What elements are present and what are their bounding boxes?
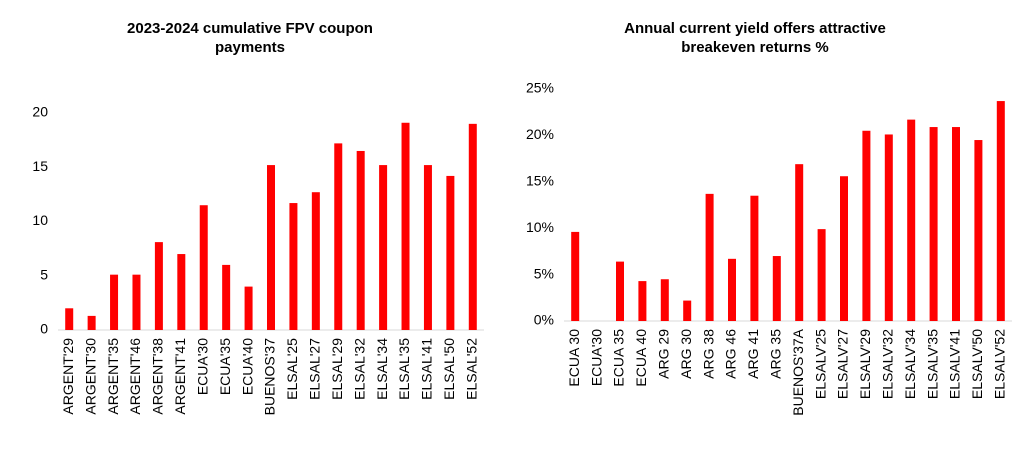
bar — [154, 242, 163, 330]
chart-title: Annual current yield offers attractive b… — [624, 20, 886, 56]
x-tick-label: ELSAL'41 — [419, 338, 435, 400]
bar — [311, 192, 320, 330]
y-tick-label: 0 — [40, 321, 48, 337]
x-tick-label: ARG 35 — [768, 329, 784, 379]
bar — [110, 274, 119, 330]
x-tick-label: ARGENT'46 — [127, 338, 143, 415]
x-tick-label: ELSAL'52 — [463, 338, 479, 400]
x-tick-label: ELSAL'34 — [374, 338, 390, 400]
x-tick-label: ECUA'35 — [217, 338, 233, 395]
x-tick-label: ECUA'30 — [194, 338, 210, 395]
chart-title: 2023-2024 cumulative FPV coupon payments — [127, 20, 373, 56]
bar — [750, 195, 759, 321]
x-tick-label: ARG 29 — [656, 329, 672, 379]
y-tick-label: 0% — [534, 312, 554, 328]
bar — [289, 203, 298, 330]
bar — [222, 264, 231, 330]
y-tick-label: 15 — [32, 158, 48, 174]
x-tick-label: ECUA 30 — [566, 329, 582, 387]
bar — [952, 127, 960, 321]
bar — [334, 143, 343, 330]
bar — [423, 165, 432, 330]
x-tick-label: ARGENT'30 — [82, 338, 98, 415]
bar — [356, 150, 365, 330]
y-tick-label: 10% — [526, 219, 554, 235]
bar — [244, 286, 253, 330]
bar — [683, 300, 692, 321]
bar — [446, 175, 455, 330]
y-tick-label: 5% — [534, 265, 554, 281]
x-tick-label: ELSAL'32 — [351, 338, 367, 400]
bar — [840, 176, 848, 321]
x-tick-label: ELSALV'52 — [992, 329, 1008, 399]
x-tick-label: ELSAL'27 — [307, 338, 323, 400]
x-tick-label: ELSAL'35 — [396, 338, 412, 400]
bar — [571, 231, 580, 321]
x-tick-label: ELSALV'27 — [835, 329, 851, 399]
bar — [728, 258, 736, 321]
bar — [772, 256, 781, 321]
x-tick-label: ELSALV'35 — [924, 329, 940, 399]
bar — [907, 119, 916, 322]
y-tick-label: 15% — [526, 173, 554, 189]
bar — [132, 274, 141, 330]
bar — [616, 261, 624, 321]
y-tick-label: 10 — [32, 212, 48, 228]
bar — [660, 279, 669, 321]
x-tick-label: ARG 30 — [678, 329, 694, 379]
x-tick-label: ELSALV'32 — [880, 329, 896, 399]
x-tick-label: ARG 46 — [723, 329, 739, 379]
x-tick-label: ECUA'30 — [588, 329, 604, 386]
x-tick-label: BUENOS'37A — [790, 328, 806, 415]
bar — [177, 254, 186, 330]
x-tick-label: ECUA 35 — [611, 329, 627, 387]
bar — [862, 130, 871, 321]
bar — [267, 165, 275, 330]
x-tick-label: ELSAL'50 — [441, 338, 457, 400]
bar — [638, 281, 647, 321]
x-tick-label: ECUA 40 — [633, 329, 649, 387]
y-tick-label: 20 — [32, 104, 48, 120]
x-tick-label: ELSALV'41 — [947, 329, 963, 399]
x-tick-label: ARGENT'35 — [105, 338, 121, 415]
bar — [974, 140, 983, 321]
bar — [87, 315, 96, 330]
x-tick-label: ELSALV'25 — [812, 329, 828, 399]
bar — [884, 134, 893, 321]
x-tick-label: BUENOS'37 — [262, 338, 278, 416]
x-tick-label: ECUA'40 — [239, 338, 255, 395]
x-tick-label: ARGENT'29 — [60, 338, 76, 415]
bar — [929, 127, 938, 321]
y-tick-label: 5 — [40, 266, 48, 282]
bar — [795, 164, 804, 321]
x-tick-label: ARG 38 — [700, 329, 716, 379]
x-tick-label: ARGENT'41 — [172, 338, 188, 415]
bar — [817, 229, 826, 321]
bar — [468, 123, 477, 330]
bar — [996, 101, 1005, 322]
x-tick-label: ELSAL'29 — [329, 338, 345, 400]
bar — [379, 165, 388, 330]
bar — [199, 205, 208, 330]
bar — [401, 122, 410, 330]
x-tick-label: ELSALV'50 — [969, 329, 985, 399]
bar — [705, 193, 714, 321]
x-tick-label: ELSAL'25 — [284, 338, 300, 400]
x-tick-label: ARGENT'38 — [150, 338, 166, 415]
y-tick-label: 25% — [526, 80, 554, 96]
y-tick-label: 20% — [526, 126, 554, 142]
x-tick-label: ELSALV'29 — [857, 329, 873, 399]
bar — [65, 308, 74, 330]
x-tick-label: ARG 41 — [745, 329, 761, 379]
x-tick-label: ELSALV'34 — [902, 329, 918, 399]
